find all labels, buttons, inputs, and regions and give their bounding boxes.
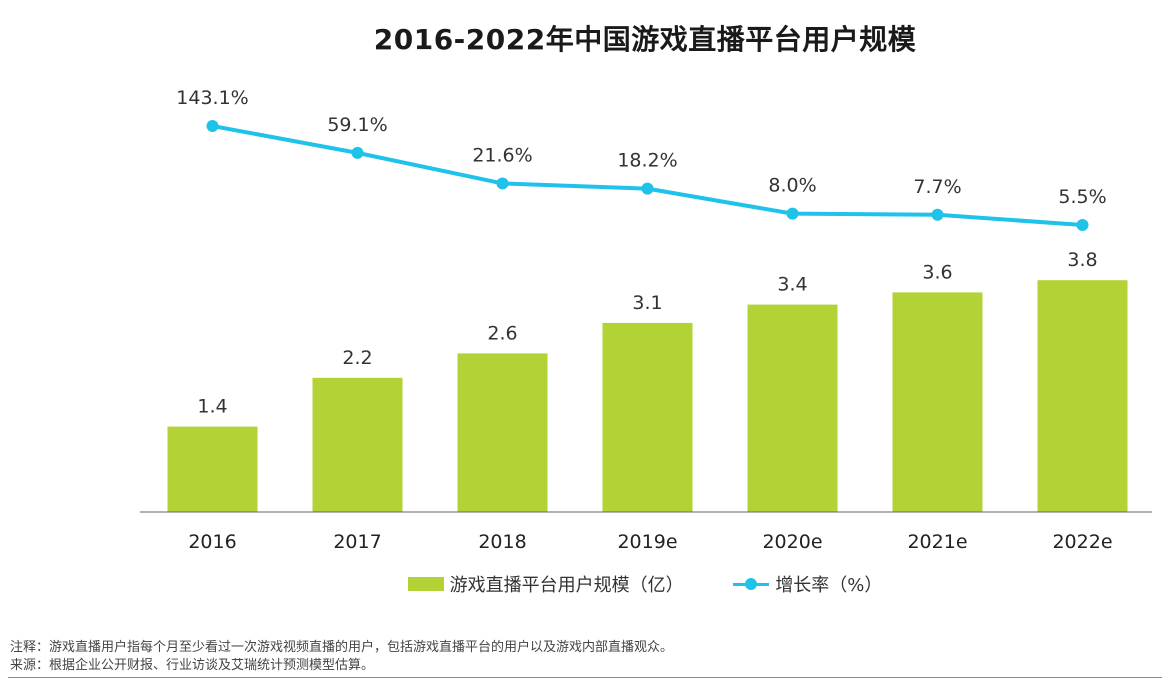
chart-title: 2016-2022年中国游戏直播平台用户规模 bbox=[373, 23, 917, 56]
growth-value-label: 8.0% bbox=[768, 175, 816, 197]
x-tick-label: 2019e bbox=[617, 531, 677, 553]
legend-line-swatch bbox=[733, 577, 770, 591]
x-tick-label: 2017 bbox=[333, 531, 381, 553]
bar-value-label: 3.8 bbox=[1067, 249, 1097, 271]
bar-value-label: 3.4 bbox=[777, 274, 807, 296]
growth-value-label: 143.1% bbox=[176, 87, 248, 109]
growth-value-label: 7.7% bbox=[913, 176, 961, 198]
growth-line-layer: 143.1% 59.1% 21.6% 18.2% 8.0% 7.7% 5.5% bbox=[176, 87, 1107, 231]
footnotes: 注释：游戏直播用户指每个月至少看过一次游戏视频直播的用户，包括游戏直播平台的用户… bbox=[10, 639, 673, 675]
growth-value-label: 5.5% bbox=[1058, 186, 1106, 208]
bar-2020e bbox=[747, 304, 838, 512]
bar-value-label: 3.6 bbox=[922, 261, 952, 283]
growth-value-label: 18.2% bbox=[617, 150, 677, 172]
bar-value-label: 2.2 bbox=[342, 347, 372, 369]
legend-bar-swatch bbox=[407, 577, 444, 591]
growth-value-label: 59.1% bbox=[327, 114, 387, 136]
legend-item-bar: 游戏直播平台用户规模（亿） bbox=[407, 571, 684, 597]
growth-value-label: 21.6% bbox=[472, 144, 532, 166]
bar-2017 bbox=[312, 377, 403, 512]
bar-2019e bbox=[602, 322, 693, 512]
bar-value-label: 1.4 bbox=[197, 396, 227, 418]
bars-layer: 1.4 2.2 2.6 3.1 3.4 3.6 3.8 bbox=[167, 249, 1128, 512]
x-tick-label: 2020e bbox=[762, 531, 822, 553]
bar-2021e bbox=[892, 292, 983, 512]
bar-value-label: 3.1 bbox=[632, 292, 662, 314]
bottom-rule bbox=[8, 677, 1162, 678]
x-tick-labels: 2016 2017 2018 2019e 2020e 2021e 2022e bbox=[188, 531, 1112, 553]
bar-value-label: 2.6 bbox=[487, 322, 517, 344]
growth-point bbox=[351, 146, 364, 159]
legend-label-bar: 游戏直播平台用户规模（亿） bbox=[449, 575, 684, 596]
legend: 游戏直播平台用户规模（亿） 增长率（%） bbox=[0, 571, 1170, 597]
growth-point bbox=[786, 207, 799, 220]
x-tick-label: 2018 bbox=[478, 531, 526, 553]
bar-2022e bbox=[1037, 280, 1128, 512]
growth-point bbox=[206, 120, 219, 132]
x-tick-label: 2016 bbox=[188, 531, 236, 553]
x-tick-label: 2022e bbox=[1052, 531, 1112, 553]
footnote-source: 来源：根据企业公开财报、行业访谈及艾瑞统计预测模型估算。 bbox=[10, 658, 375, 673]
growth-point bbox=[496, 177, 509, 190]
legend-item-line: 增长率（%） bbox=[733, 571, 882, 597]
growth-point bbox=[641, 182, 654, 195]
bar-2018 bbox=[457, 353, 548, 512]
x-tick-label: 2021e bbox=[907, 531, 967, 553]
bar-2016 bbox=[167, 426, 258, 512]
combo-chart: 1.42.22.63.13.43.63.8 2016 2017 2018 2019e 2… bbox=[140, 87, 1152, 553]
growth-point bbox=[1076, 219, 1089, 231]
legend-label-line: 增长率（%） bbox=[775, 575, 883, 596]
growth-point bbox=[931, 208, 944, 221]
footnote-note: 注释：游戏直播用户指每个月至少看过一次游戏视频直播的用户，包括游戏直播平台的用户… bbox=[10, 640, 674, 655]
